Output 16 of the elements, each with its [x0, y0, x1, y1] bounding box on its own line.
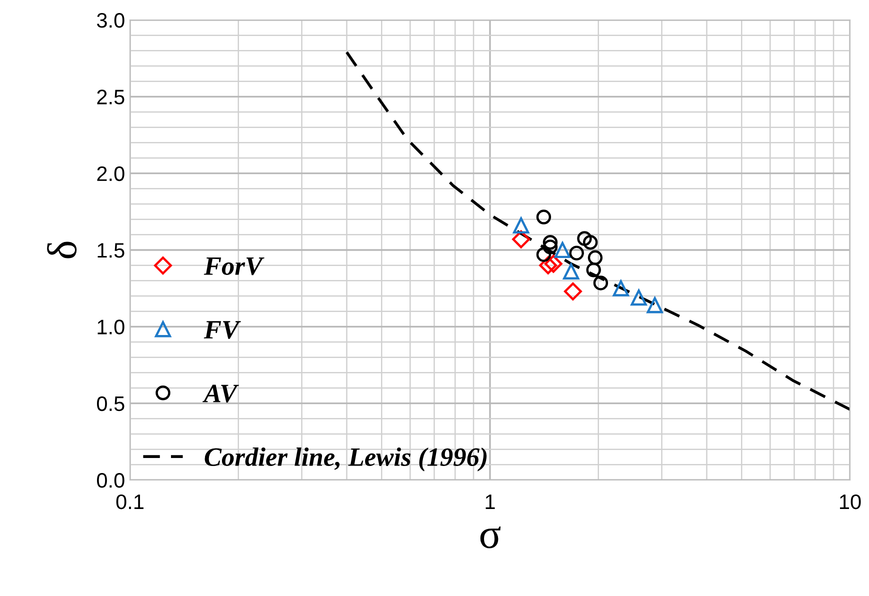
y-tick-label: 2.0 [97, 166, 124, 182]
x-tick-label: 0.1 [116, 494, 144, 510]
legend-label: ForV [204, 257, 264, 276]
y-tick-label: 1.0 [98, 320, 124, 334]
y-axis-title: δ [47, 242, 77, 258]
x-tick-label: 1 [486, 494, 495, 509]
legend-label: FV [204, 321, 241, 339]
x-tick-label: 10 [840, 494, 861, 510]
y-tick-label: 1.5 [98, 243, 124, 258]
legend-label: Cordier line, Lewis (1996) [204, 447, 487, 472]
y-tick-label: 0.0 [96, 473, 124, 488]
x-axis-title: σ [480, 526, 501, 548]
legend-label: AV [202, 384, 239, 403]
y-tick-label: 3.0 [96, 13, 124, 28]
y-tick-label: 2.5 [97, 90, 124, 104]
y-tick-label: 0.5 [96, 396, 124, 412]
